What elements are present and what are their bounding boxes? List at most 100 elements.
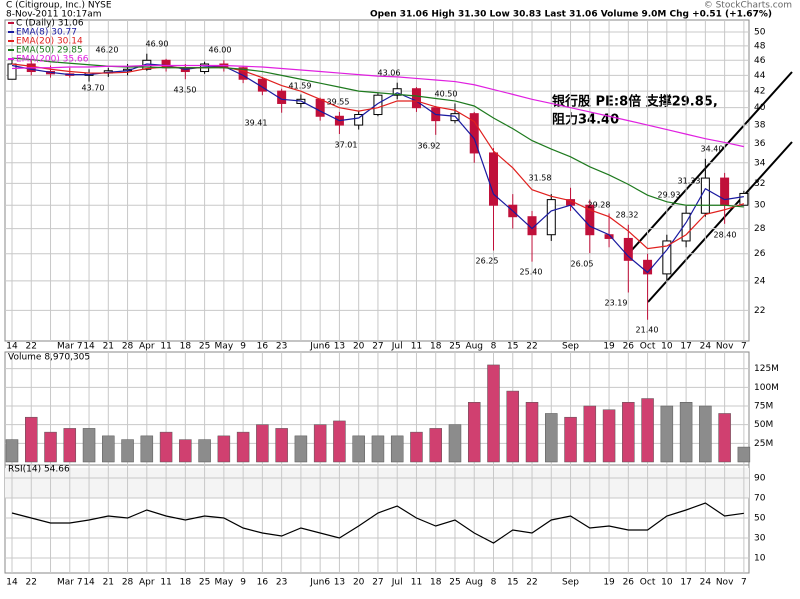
x-tick-label: 8 [491, 342, 497, 352]
price-label: 29.28 [588, 201, 611, 210]
x-tick-label: 21 [103, 578, 114, 588]
price-label: 46.20 [96, 46, 119, 55]
y-tick-label: 30 [754, 201, 766, 211]
candle-body [392, 88, 402, 96]
x-tick-label: Jul [391, 578, 403, 588]
candle-body [662, 240, 672, 275]
price-label: 29.93 [658, 191, 681, 200]
volume-bar [718, 413, 731, 463]
x-tick-label: 18 [430, 578, 442, 588]
y-tick-label: 90 [754, 474, 766, 484]
y-tick-label: 100M [754, 383, 779, 393]
x-tick-label: 22 [526, 342, 537, 352]
volume-bar [44, 431, 57, 463]
volume-bar [390, 435, 404, 463]
x-tick-label: 13 [334, 578, 345, 588]
volume-bar [352, 435, 365, 463]
x-tick-label: 10 [661, 342, 673, 352]
price-label: 41.59 [289, 82, 312, 91]
legend-label: EMA(200) 35.66 [16, 55, 89, 65]
price-label: 31.33 [678, 177, 701, 186]
candle-body [546, 199, 556, 236]
x-tick-label: 15 [507, 342, 518, 352]
y-tick-label: 26 [754, 249, 766, 259]
rsi-line [11, 502, 744, 544]
x-tick-label: 16 [257, 578, 269, 588]
price-panel [4, 19, 750, 342]
x-tick-label: 24 [700, 578, 712, 588]
price-label: 43.50 [174, 86, 197, 95]
candle-body [700, 177, 710, 214]
ema-line [11, 63, 745, 250]
volume-bar [236, 431, 250, 463]
volume-bar [256, 424, 269, 463]
volume-bar [217, 435, 231, 463]
x-tick-label: Mar 7 [57, 342, 83, 352]
x-tick-label: Jun6 [309, 578, 330, 588]
x-tick-label: 9 [240, 342, 246, 352]
y-tick-label: 32 [754, 179, 765, 189]
x-tick-label: 18 [180, 342, 192, 352]
x-tick-label: May [215, 342, 234, 352]
x-tick-label: 13 [334, 342, 345, 352]
price-label: 46.00 [209, 46, 232, 55]
symbol: C (Citigroup, Inc.) NYSE [6, 1, 112, 11]
volume-bar [198, 439, 211, 463]
price-label: 26.05 [571, 260, 594, 269]
x-tick-label: Aug [465, 342, 483, 352]
volume-bar [179, 439, 192, 463]
volume-bar [506, 390, 520, 463]
x-tick-label: 14 [6, 578, 18, 588]
x-tick-label: 23 [276, 342, 287, 352]
x-tick-label: 8 [491, 578, 497, 588]
volume-bar [679, 402, 693, 463]
x-tick-label: 22 [26, 578, 37, 588]
ema-line [11, 64, 745, 148]
price-label: 31.58 [529, 174, 552, 183]
x-tick-label: Jul [391, 342, 403, 352]
x-tick-label: 18 [180, 578, 192, 588]
panel-title: RSI(14) 54.66 [8, 465, 70, 475]
volume-bar [641, 398, 654, 463]
candle-body [354, 114, 364, 126]
volume-bar [121, 439, 134, 463]
x-tick-label: 17 [680, 342, 691, 352]
volume-bar [660, 405, 674, 463]
x-tick-label: 7 [741, 578, 747, 588]
x-tick-label: 20 [353, 578, 365, 588]
candle-body [720, 177, 730, 206]
x-tick-label: May [215, 578, 234, 588]
volume-bar [140, 435, 154, 463]
x-tick-label: 27 [372, 578, 383, 588]
y-tick-label: 22 [754, 306, 765, 316]
volume-bar [82, 428, 96, 463]
price-label: 40.50 [435, 90, 458, 99]
x-tick-label: 22 [526, 578, 537, 588]
date: 8-Nov-2011 10:17am [6, 10, 102, 20]
annotation: 阻力34.40 [552, 112, 619, 128]
x-tick-label: Apr [139, 578, 155, 588]
x-tick-label: 18 [430, 342, 442, 352]
y-tick-label: 24 [754, 276, 766, 286]
price-label: 25.40 [520, 268, 543, 277]
legend-label: EMA(8) 30.77 [16, 28, 77, 38]
x-tick-label: 14 [6, 342, 18, 352]
x-tick-label: Sep [562, 578, 579, 588]
x-tick-label: 19 [603, 578, 615, 588]
y-tick-label: 75M [754, 402, 773, 412]
price-label: 43.70 [82, 84, 105, 93]
volume-bar [159, 431, 173, 463]
x-tick-label: 7 [741, 342, 747, 352]
x-tick-label: Aug [465, 578, 483, 588]
volume-bar [102, 435, 115, 463]
volume-bar [429, 428, 442, 463]
x-tick-label: Nov [716, 342, 734, 352]
candle-body [315, 98, 325, 117]
volume-bar [737, 446, 751, 463]
candle-body [585, 204, 595, 236]
y-tick-label: 30 [754, 534, 766, 544]
y-tick-label: 46 [754, 56, 766, 66]
x-tick-label: 22 [26, 342, 37, 352]
x-tick-label: 11 [160, 578, 171, 588]
